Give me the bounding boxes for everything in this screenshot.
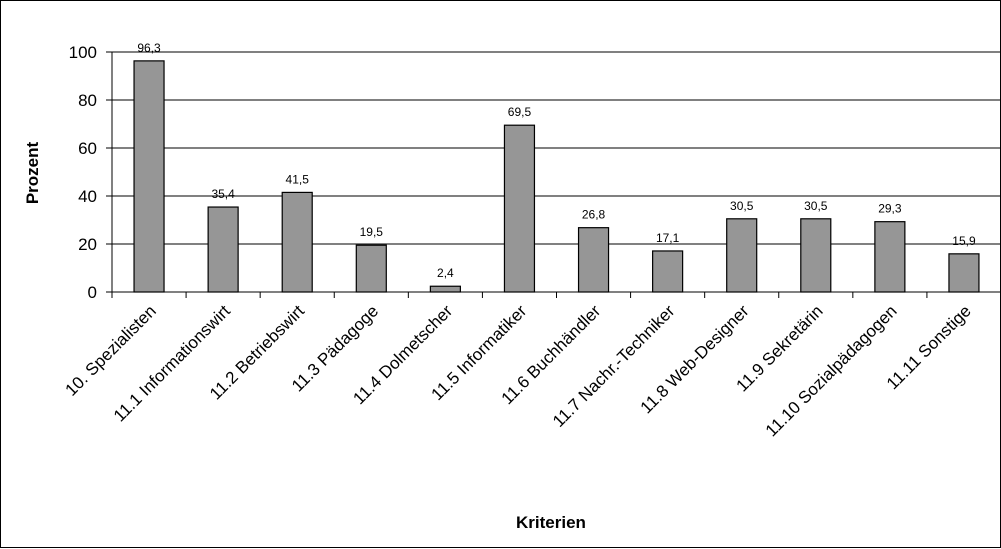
bar-11 (875, 222, 905, 292)
bar-10 (801, 219, 831, 292)
bar-6 (504, 125, 534, 292)
bar-5 (430, 286, 460, 292)
data-label-12: 15,9 (952, 234, 976, 248)
data-label-9: 30,5 (730, 199, 754, 213)
y-tick-label-40: 40 (78, 187, 97, 206)
data-label-10: 30,5 (804, 199, 828, 213)
bar-4 (356, 245, 386, 292)
bar-8 (653, 251, 683, 292)
y-tick-label-60: 60 (78, 139, 97, 158)
y-tick-label-100: 100 (69, 43, 97, 62)
bar-3 (282, 192, 312, 292)
gridlines (112, 52, 1001, 244)
bar-1 (134, 61, 164, 292)
data-label-7: 26,8 (582, 208, 606, 222)
data-label-3: 41,5 (286, 172, 310, 186)
bar-12 (949, 254, 979, 292)
data-label-4: 19,5 (360, 225, 384, 239)
y-axis-title: Prozent (23, 141, 42, 204)
data-label-5: 2,4 (437, 266, 454, 280)
data-label-1: 96,3 (137, 41, 161, 55)
y-tick-label-20: 20 (78, 235, 97, 254)
axes (106, 52, 1001, 298)
bar-7 (579, 228, 609, 292)
x-axis-title: Kriterien (516, 513, 586, 532)
y-tick-label-80: 80 (78, 91, 97, 110)
data-label-6: 69,5 (508, 105, 532, 119)
category-label-11: 11.10 Sozialpädagogen (762, 301, 901, 440)
data-label-11: 29,3 (878, 202, 902, 216)
data-label-2: 35,4 (211, 187, 235, 201)
y-tick-label-0: 0 (88, 283, 97, 302)
bar-2 (208, 207, 238, 292)
bar-9 (727, 219, 757, 292)
bars (134, 61, 979, 292)
data-label-8: 17,1 (656, 231, 680, 245)
category-label-8: 11.7 Nachr.-Techniker (549, 301, 679, 431)
